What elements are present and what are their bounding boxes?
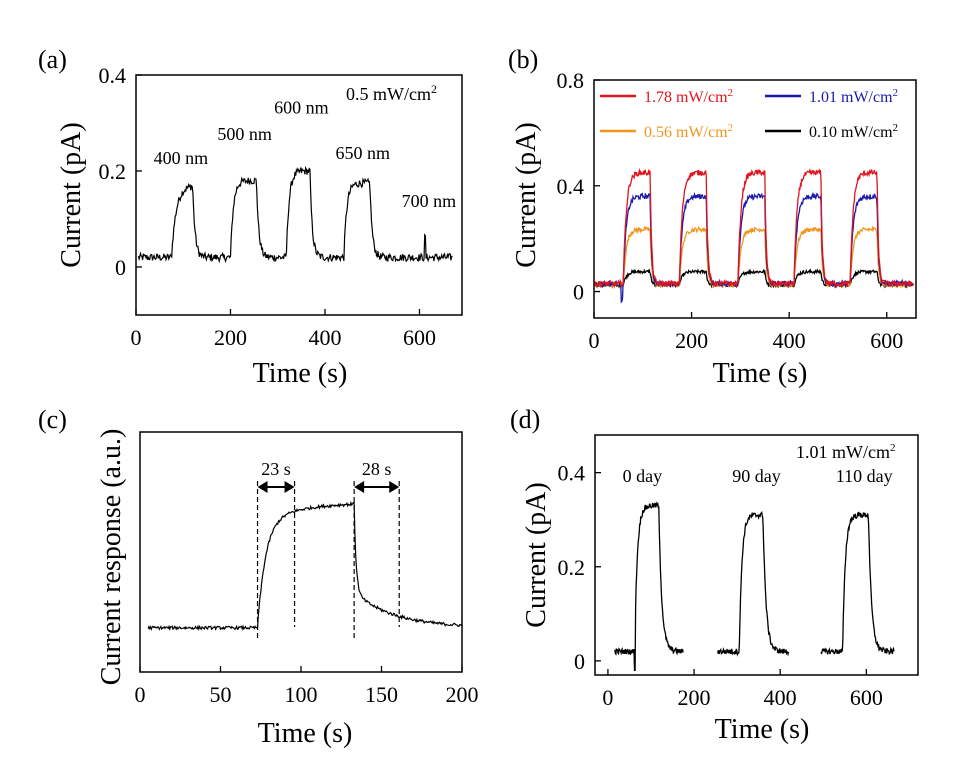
x-axis-title-a: Time (s) <box>253 358 348 389</box>
legend-label: 0.10 mW/cm2 <box>809 122 898 141</box>
x-axis-title-b: Time (s) <box>713 358 808 389</box>
series-line <box>594 191 914 304</box>
x-tick-label: 400 <box>308 325 341 350</box>
arrow-head-right <box>389 481 400 493</box>
x-tick-label: 400 <box>764 685 797 710</box>
duration-label: 23 s <box>261 459 291 479</box>
y-tick-label: 0.2 <box>558 555 586 580</box>
x-tick-label: 200 <box>214 325 247 350</box>
wavelength-label: 650 nm <box>336 143 391 163</box>
wavelength-label: 400 nm <box>154 148 209 168</box>
wavelength-label: 700 nm <box>402 191 457 211</box>
panel-label-a: (a) <box>38 45 67 74</box>
x-tick-label: 600 <box>870 328 903 353</box>
series-line-photocurrent <box>137 165 453 264</box>
panel-label-c: (c) <box>38 405 67 434</box>
series-line-0 <box>614 501 684 671</box>
series-line <box>594 268 914 289</box>
x-axis-title-c: Time (s) <box>258 718 353 749</box>
y-axis-title-b: Current (pA) <box>511 122 542 267</box>
wavelength-label: 500 nm <box>217 124 272 144</box>
legend-label: 0.56 mW/cm2 <box>644 122 733 141</box>
x-tick-label: 200 <box>446 682 479 707</box>
series-lines-a <box>137 165 453 264</box>
panel-d: (d) Time (s) Current (pA) 1.01 mW/cm2 0 2… <box>510 405 919 745</box>
series-lines-b <box>594 167 914 304</box>
panel-b: (b) Time (s) Current (pA) 0 200 400 600 0 0.4… <box>508 45 917 389</box>
x-tick-label: 150 <box>365 682 398 707</box>
legend-b: 1.78 mW/cm2 1.01 mW/cm2 0.56 mW/cm2 0.10 mW… <box>600 87 898 141</box>
series-line-response <box>147 500 463 632</box>
plot-frame-c <box>139 431 463 673</box>
y-tick-label: 0.4 <box>99 63 127 88</box>
y-tick-label: 0.8 <box>557 68 585 93</box>
wavelength-label: 600 nm <box>274 97 329 117</box>
x-tick-label: 0 <box>602 685 613 710</box>
x-tick-label: 400 <box>773 328 806 353</box>
series-line-2 <box>820 511 895 656</box>
panel-a: (a) Time (s) Current (pA) 0.5 mW/cm2 0 20… <box>38 45 463 389</box>
day-label: 110 day <box>836 466 893 486</box>
y-tick-label: 0 <box>115 255 126 280</box>
y-tick-label: 0 <box>573 280 584 305</box>
y-tick-label: 0.4 <box>557 174 585 199</box>
day-label: 0 day <box>623 466 663 486</box>
x-tick-label: 200 <box>675 328 708 353</box>
series-lines-c <box>147 500 463 632</box>
ticks-a: 0 200 400 600 0 0.2 0.4 <box>99 63 436 350</box>
x-tick-label: 100 <box>285 682 318 707</box>
plot-frame-b <box>593 79 917 319</box>
legend-label: 1.01 mW/cm2 <box>809 87 898 106</box>
y-axis-title-d: Current (pA) <box>521 482 552 627</box>
duration-label: 28 s <box>362 459 392 479</box>
ticks-c: 0 50 100 150 200 <box>135 666 479 707</box>
ticks-d: 0 200 400 600 0 0.2 0.4 <box>558 461 883 710</box>
y-tick-label: 0.2 <box>99 159 127 184</box>
y-tick-label: 0 <box>574 649 585 674</box>
x-tick-label: 200 <box>678 685 711 710</box>
intensity-label-a: 0.5 mW/cm2 <box>346 82 437 104</box>
series-line <box>594 225 914 290</box>
x-tick-label: 600 <box>403 325 436 350</box>
series-line <box>594 167 914 289</box>
plot-frame-d <box>594 434 919 676</box>
panel-label-b: (b) <box>508 45 538 74</box>
x-tick-label: 0 <box>589 328 600 353</box>
x-tick-label: 600 <box>850 685 883 710</box>
legend-label: 1.78 mW/cm2 <box>644 87 733 106</box>
series-line-1 <box>717 510 790 657</box>
arrow-head-left <box>257 481 268 493</box>
annotations-c: 23 s 28 s <box>256 459 400 640</box>
arrow-head-right <box>284 481 295 493</box>
y-tick-label: 0.4 <box>558 461 586 486</box>
series-lines-d <box>614 501 895 671</box>
x-tick-label: 0 <box>131 325 142 350</box>
y-axis-title-a: Current (pA) <box>56 122 87 267</box>
panel-c: (c) Time (s) Current response (a.u.) 0 50… <box>38 405 479 749</box>
x-tick-label: 0 <box>135 682 146 707</box>
arrow-head-left <box>354 481 365 493</box>
annotations-d: 0 day 90 day 110 day <box>623 466 893 486</box>
plot-frame-a <box>135 74 463 316</box>
y-axis-title-c: Current response (a.u.) <box>96 429 127 686</box>
panel-label-d: (d) <box>510 405 540 434</box>
x-axis-title-d: Time (s) <box>715 714 810 745</box>
x-tick-label: 50 <box>210 682 232 707</box>
day-label: 90 day <box>732 466 781 486</box>
intensity-label-d: 1.01 mW/cm2 <box>796 442 895 462</box>
ticks-b: 0 200 400 600 0 0.4 0.8 <box>557 68 904 353</box>
